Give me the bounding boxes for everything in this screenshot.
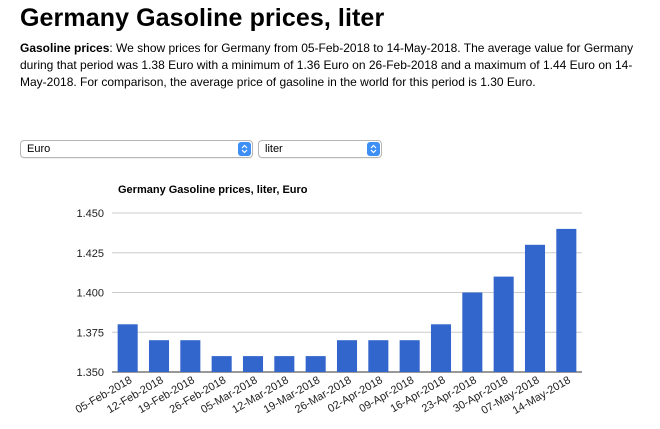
bar[interactable] <box>430 324 452 372</box>
bar[interactable] <box>180 340 201 372</box>
bar[interactable] <box>305 356 326 372</box>
bar[interactable] <box>336 340 358 372</box>
y-tick-label: 1.400 <box>76 288 104 300</box>
bar[interactable] <box>211 356 232 372</box>
bar[interactable] <box>493 276 514 372</box>
bar[interactable] <box>117 324 138 372</box>
select-arrows-icon <box>238 142 251 156</box>
unit-select[interactable]: liter <box>258 140 382 158</box>
intro-label: Gasoline prices <box>20 41 110 55</box>
currency-select-value: Euro <box>27 143 51 155</box>
bar[interactable] <box>556 228 577 372</box>
y-tick-label: 1.375 <box>76 327 104 339</box>
bar[interactable] <box>368 340 389 372</box>
bar[interactable] <box>462 292 483 373</box>
intro-paragraph: Gasoline prices: We show prices for Germ… <box>20 40 656 91</box>
bar[interactable] <box>242 356 264 372</box>
bar[interactable] <box>148 340 170 372</box>
select-arrows-icon <box>367 142 380 156</box>
y-tick-label: 1.350 <box>76 367 104 379</box>
bar[interactable] <box>274 356 295 372</box>
intro-text: : We show prices for Germany from 05-Feb… <box>20 41 634 89</box>
y-tick-label: 1.450 <box>76 208 104 220</box>
chart-title: Germany Gasoline prices, liter, Euro <box>118 184 308 196</box>
page-title: Germany Gasoline prices, liter <box>20 4 385 32</box>
bar[interactable] <box>399 340 420 372</box>
currency-select[interactable]: Euro <box>20 140 253 158</box>
bar[interactable] <box>524 244 546 372</box>
y-tick-label: 1.425 <box>76 248 104 260</box>
unit-select-value: liter <box>265 143 283 155</box>
